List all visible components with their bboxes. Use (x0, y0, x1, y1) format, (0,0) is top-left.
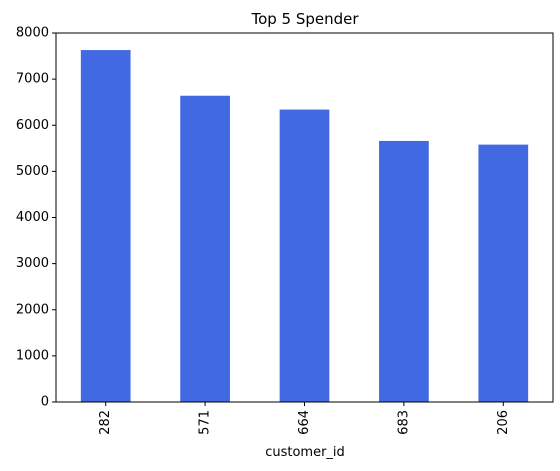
bar-571 (180, 95, 230, 402)
chart-title: Top 5 Spender (250, 10, 359, 28)
y-tick-label: 6000 (16, 118, 49, 133)
y-axis: 0 1000 2000 3000 4000 5000 6000 7000 8000 (16, 26, 56, 410)
x-axis: 282 571 664 683 206 (98, 402, 511, 435)
y-tick-label: 4000 (16, 210, 49, 225)
x-tick-label: 571 (198, 410, 213, 435)
y-tick-label: 7000 (16, 72, 49, 87)
x-tick-label: 683 (396, 410, 411, 435)
x-tick-label: 206 (496, 410, 511, 435)
plot-frame (55, 32, 554, 403)
y-tick-label: 1000 (16, 348, 49, 363)
bar-664 (279, 109, 330, 402)
y-tick-label: 2000 (16, 302, 49, 317)
y-tick-label: 0 (41, 395, 49, 410)
bars-layer (80, 50, 529, 402)
x-tick-label: 282 (98, 410, 113, 435)
y-tick-label: 3000 (16, 256, 49, 271)
y-tick-label: 5000 (16, 164, 49, 179)
x-tick-label: 664 (297, 410, 312, 435)
bar-282 (80, 50, 131, 402)
bar-206 (478, 144, 529, 402)
bar-683 (379, 140, 429, 402)
x-axis-label: customer_id (265, 445, 345, 460)
y-tick-label: 8000 (16, 26, 49, 41)
